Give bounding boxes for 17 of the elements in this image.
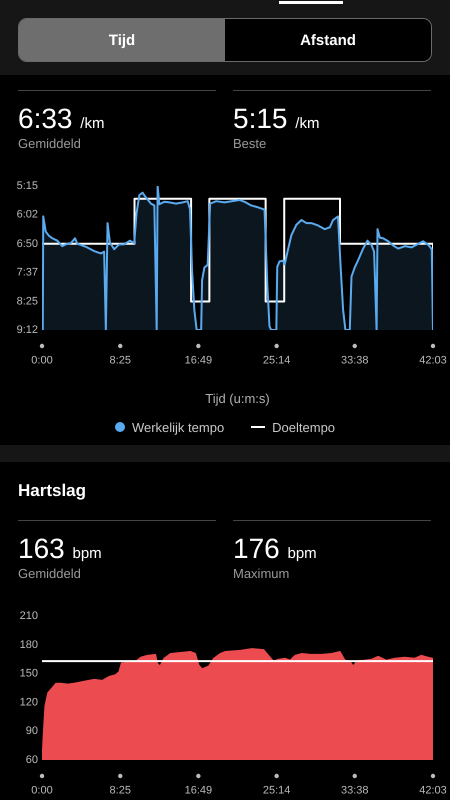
y-tick-label: 60	[26, 754, 38, 766]
x-tick-label: 42:03	[419, 784, 447, 797]
y-tick-label: 150	[20, 668, 38, 680]
text: Maximum	[233, 566, 290, 582]
y-tick-label: 120	[20, 696, 38, 708]
y-tick-label: 210	[20, 610, 38, 622]
x-tick-label: 25:14	[262, 784, 290, 797]
x-tick-label: 0:00	[31, 784, 53, 797]
text: Gemiddeld	[18, 566, 81, 582]
x-tick-label: 33:38	[340, 784, 369, 797]
x-tick-label: 8:25	[110, 784, 131, 797]
y-tick-label: 90	[26, 725, 38, 738]
x-tick-label: 16:49	[184, 784, 212, 797]
text: 176 bpm	[233, 533, 317, 564]
y-tick-label: 180	[20, 638, 38, 651]
text: 163 bpm	[18, 533, 102, 564]
chart-title: Hartslag	[18, 481, 86, 501]
